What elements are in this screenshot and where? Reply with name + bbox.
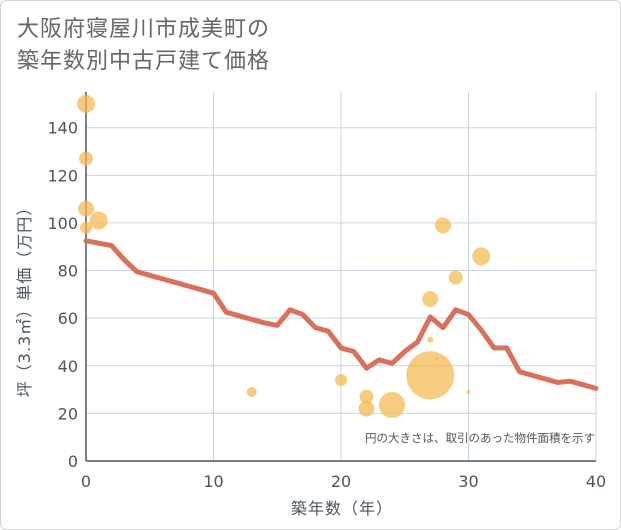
data-bubble [358,400,375,417]
data-bubble [78,200,94,217]
data-bubble [427,336,434,343]
y-tick-label: 60 [58,309,78,328]
bubble-size-note: 円の大きさは、取引のあった物件面積を示す [365,431,595,445]
data-bubble [89,211,108,230]
chart-title-line2: 築年数別中古戸建て価格 [17,49,271,74]
data-bubble [79,151,93,166]
bubble-layer [77,94,491,419]
data-bubble [335,374,347,387]
y-axis-label: 坪（3.3㎡）単価（万円） [15,199,34,397]
x-tick-label: 10 [203,472,223,491]
x-tick-label: 40 [586,472,606,491]
data-bubble [448,270,463,285]
y-tick-label: 80 [58,262,78,281]
data-bubble [379,392,405,419]
data-bubble [80,221,92,234]
data-bubble [246,386,257,397]
y-tick-label: 100 [47,214,78,233]
data-bubble [359,389,374,404]
chart-title-line1: 大阪府寝屋川市成美町の [17,17,271,42]
data-bubble [466,389,471,394]
data-bubble [422,291,439,308]
data-bubble [434,356,439,361]
x-tick-label: 20 [331,472,351,491]
data-bubble [406,351,455,400]
data-bubble [435,217,451,234]
x-axis-label: 築年数（年） [291,499,393,518]
x-tick-label: 30 [458,472,478,491]
data-bubble [472,247,491,266]
y-tick-label: 0 [68,452,78,471]
chart-title: 大阪府寝屋川市成美町の 築年数別中古戸建て価格 [17,14,270,78]
y-tick-label: 140 [47,119,78,138]
grid-lines [86,92,597,461]
data-bubble [77,94,95,113]
tick-labels: 0 10 20 30 40 0 20 40 60 80 100 120 140 [47,119,606,491]
y-tick-label: 20 [58,404,78,423]
x-tick-label: 0 [81,472,91,491]
y-tick-label: 40 [58,357,78,376]
y-tick-label: 120 [47,166,78,185]
price-line-layer [83,238,599,391]
price-line [83,238,599,391]
